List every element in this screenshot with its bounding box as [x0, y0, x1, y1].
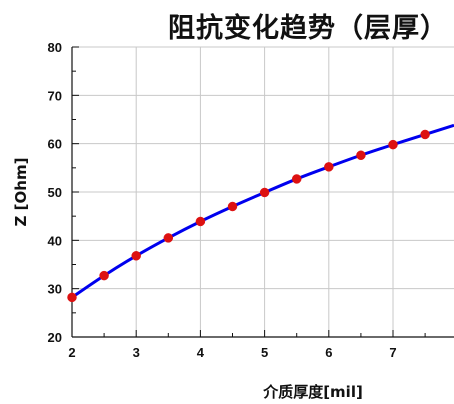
- ticks: [71, 46, 426, 338]
- x-tick-label: 6: [325, 345, 332, 360]
- y-tick-label: 80: [48, 40, 62, 55]
- data-point: [324, 162, 334, 172]
- x-tick-label: 7: [389, 345, 396, 360]
- y-axis-label: Z [Ohm]: [12, 158, 30, 227]
- tick-labels: 2 3 4 5 6 7 20 30 40 50 60 70 80: [48, 40, 397, 360]
- data-point: [291, 174, 302, 184]
- y-tick-label: 30: [48, 282, 62, 297]
- data-point: [388, 139, 398, 150]
- data-point: [259, 187, 270, 198]
- data-point: [356, 150, 366, 161]
- data-point: [227, 201, 238, 212]
- y-tick-label: 20: [48, 330, 62, 345]
- x-tick-label: 4: [197, 345, 205, 360]
- y-tick-label: 70: [48, 88, 62, 103]
- data-point: [99, 270, 109, 281]
- y-tick-label: 60: [48, 137, 62, 152]
- data-point: [195, 216, 206, 227]
- chart-title: 阻抗变化趋势（层厚）: [168, 13, 448, 44]
- data-point: [420, 129, 430, 140]
- data-point: [163, 233, 174, 243]
- y-tick-label: 50: [48, 185, 62, 200]
- x-tick-label: 3: [133, 345, 140, 360]
- y-tick-label: 40: [48, 233, 62, 248]
- x-axis-label: 介质厚度[mil]: [262, 383, 363, 401]
- x-tick-label: 5: [261, 345, 268, 360]
- data-point: [131, 251, 141, 261]
- x-tick-label: 2: [68, 345, 75, 360]
- series-line: [71, 123, 454, 299]
- data-point: [67, 292, 77, 303]
- series: [67, 123, 454, 303]
